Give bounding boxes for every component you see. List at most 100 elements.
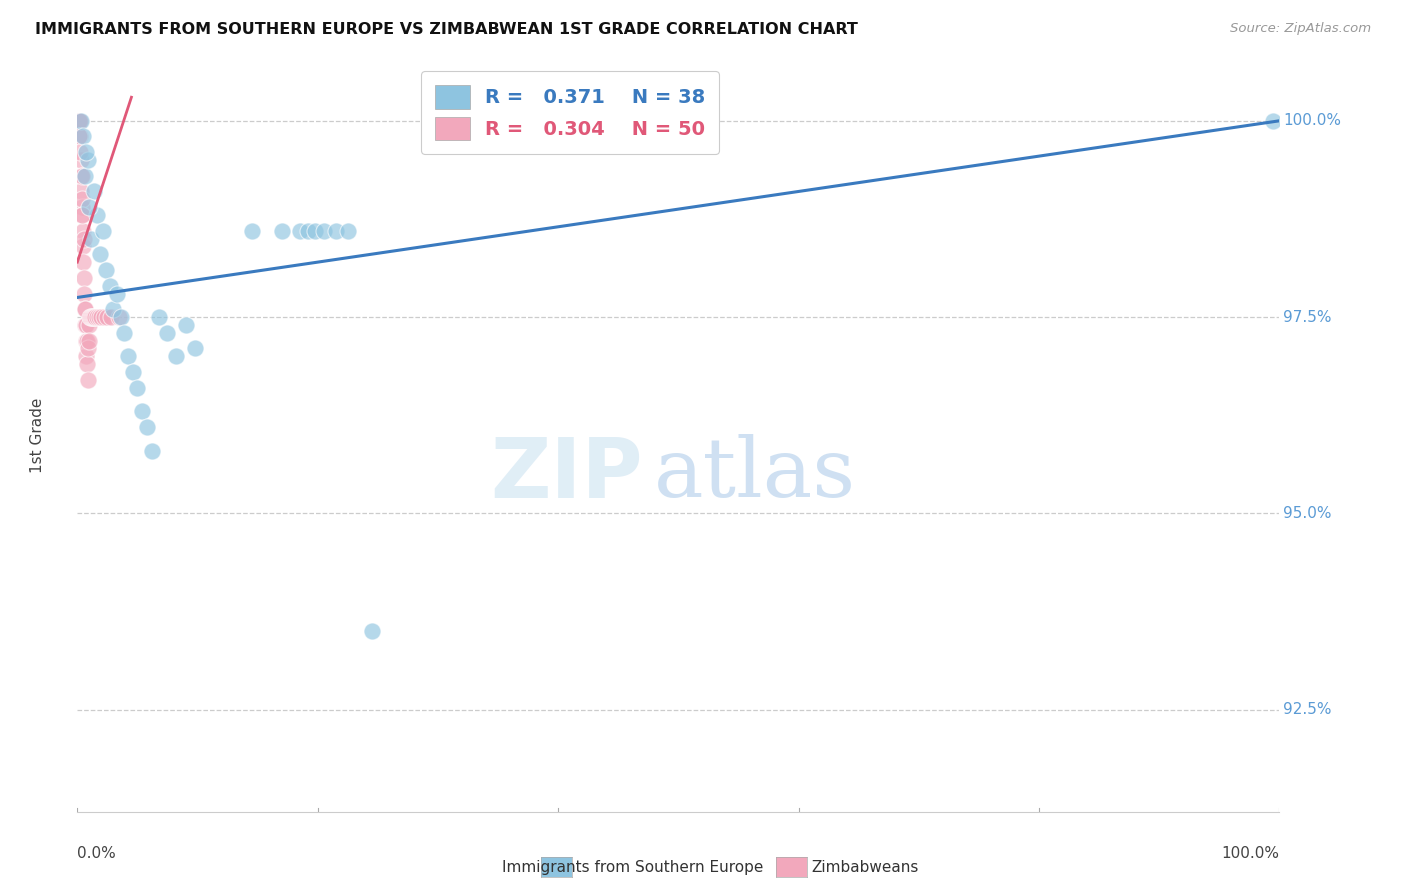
Point — [70, 169, 93, 183]
Point — [82, 310, 104, 324]
Point — [75, 318, 97, 332]
Point — [304, 224, 326, 238]
Text: Zimbabweans: Zimbabweans — [811, 860, 918, 874]
Point — [75, 145, 97, 160]
Point — [141, 443, 163, 458]
Point — [70, 208, 93, 222]
Point — [131, 404, 153, 418]
Point — [240, 224, 263, 238]
Point — [73, 318, 96, 332]
Point — [75, 349, 97, 363]
Point — [86, 208, 108, 222]
Point — [72, 129, 94, 144]
Point — [72, 231, 94, 245]
Point — [105, 286, 128, 301]
Point — [70, 169, 93, 183]
Text: Immigrants from Southern Europe: Immigrants from Southern Europe — [502, 860, 763, 874]
Point — [96, 310, 118, 324]
Point — [67, 129, 90, 144]
Text: Source: ZipAtlas.com: Source: ZipAtlas.com — [1230, 22, 1371, 36]
Point — [69, 129, 91, 144]
Point — [127, 381, 149, 395]
Point — [297, 224, 319, 238]
Legend: R =   0.371    N = 38, R =   0.304    N = 50: R = 0.371 N = 38, R = 0.304 N = 50 — [422, 71, 720, 154]
Text: 92.5%: 92.5% — [1284, 702, 1331, 717]
Point — [90, 310, 112, 324]
Point — [66, 113, 89, 128]
Point — [77, 318, 100, 332]
Point — [72, 239, 94, 253]
Point — [117, 349, 139, 363]
Point — [83, 185, 105, 199]
Point — [83, 310, 105, 324]
Text: 97.5%: 97.5% — [1284, 310, 1331, 325]
Point — [96, 263, 118, 277]
Point — [75, 334, 97, 348]
Point — [70, 200, 93, 214]
Point — [70, 185, 93, 199]
Point — [312, 224, 335, 238]
Point — [325, 224, 347, 238]
Text: 100.0%: 100.0% — [1222, 846, 1279, 861]
Point — [80, 310, 103, 324]
Point — [91, 224, 114, 238]
Point — [103, 302, 125, 317]
Point — [76, 334, 98, 348]
Point — [110, 310, 132, 324]
Point — [69, 113, 91, 128]
Point — [336, 224, 359, 238]
Point — [184, 342, 207, 356]
Point — [67, 113, 90, 128]
Point — [67, 113, 90, 128]
Point — [86, 310, 108, 324]
Point — [156, 326, 179, 340]
Point — [165, 349, 187, 363]
Point — [69, 145, 91, 160]
Point — [112, 326, 135, 340]
Point — [100, 310, 122, 324]
Point — [79, 231, 101, 245]
Text: 95.0%: 95.0% — [1284, 506, 1331, 521]
Point — [98, 278, 121, 293]
Point — [77, 373, 100, 387]
Text: 100.0%: 100.0% — [1284, 113, 1341, 128]
Point — [67, 113, 90, 128]
Point — [76, 357, 98, 371]
Point — [72, 224, 94, 238]
Point — [270, 224, 292, 238]
Point — [108, 310, 131, 324]
Point — [73, 169, 96, 183]
Point — [288, 224, 311, 238]
Point — [79, 310, 101, 324]
Point — [1263, 113, 1285, 128]
Point — [148, 310, 170, 324]
Point — [72, 255, 94, 269]
Point — [70, 113, 93, 128]
Point — [360, 624, 382, 639]
Text: IMMIGRANTS FROM SOUTHERN EUROPE VS ZIMBABWEAN 1ST GRADE CORRELATION CHART: IMMIGRANTS FROM SOUTHERN EUROPE VS ZIMBA… — [35, 22, 858, 37]
Point — [77, 153, 100, 167]
Point — [87, 310, 110, 324]
Point — [72, 208, 94, 222]
Point — [79, 200, 101, 214]
Point — [69, 113, 91, 128]
Point — [73, 286, 96, 301]
Point — [93, 310, 115, 324]
Text: ZIP: ZIP — [489, 434, 643, 515]
Point — [174, 318, 197, 332]
Point — [79, 334, 101, 348]
Point — [67, 113, 90, 128]
Text: 0.0%: 0.0% — [77, 846, 117, 861]
Point — [69, 129, 91, 144]
Text: atlas: atlas — [654, 434, 856, 514]
Point — [70, 192, 93, 206]
Point — [73, 270, 96, 285]
Point — [69, 153, 91, 167]
Point — [84, 310, 107, 324]
Point — [77, 342, 100, 356]
Point — [121, 365, 143, 379]
Text: 1st Grade: 1st Grade — [30, 397, 45, 473]
Point — [73, 302, 96, 317]
Point — [79, 310, 101, 324]
Point — [89, 247, 111, 261]
